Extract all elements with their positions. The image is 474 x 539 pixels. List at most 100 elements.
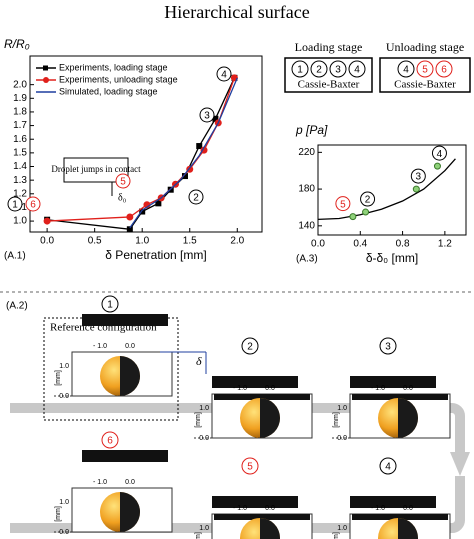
state-circle bbox=[101, 295, 119, 313]
side-tick: 0.0 bbox=[59, 393, 69, 400]
state-circle bbox=[360, 191, 376, 207]
marker bbox=[200, 146, 208, 154]
state-label: 4 bbox=[221, 70, 227, 81]
y-tick-label: 1.0 bbox=[13, 216, 27, 227]
x-axis-label: δ-δ₀ [mm] bbox=[366, 251, 418, 265]
state-circle bbox=[431, 145, 447, 161]
side-tick: 1.0 bbox=[59, 499, 69, 506]
side-tick: 1.0 bbox=[199, 525, 209, 532]
top-tick: 0.0 bbox=[265, 385, 275, 392]
top-tick: 0.0 bbox=[403, 385, 413, 392]
x-tick-label: 1.5 bbox=[183, 236, 197, 247]
state-circle bbox=[241, 337, 259, 355]
panel-label: (A.2) bbox=[6, 301, 28, 312]
y-tick-label: 1.4 bbox=[13, 161, 27, 172]
state-label: 3 bbox=[416, 172, 422, 183]
x-axis-label: δ Penetration [mm] bbox=[105, 248, 206, 262]
marker bbox=[139, 208, 146, 215]
side-tick: 0.0 bbox=[337, 435, 347, 442]
x-tick-label: 0.8 bbox=[396, 239, 410, 250]
top-tick: 0.0 bbox=[125, 479, 135, 486]
legend-title: Loading stage bbox=[295, 40, 363, 54]
droplet-shadow bbox=[398, 518, 418, 539]
unit-label: [mm] bbox=[55, 506, 62, 522]
marker bbox=[126, 213, 134, 221]
state-circle bbox=[25, 196, 41, 212]
state-circle bbox=[410, 168, 426, 184]
y-tick-label: 1.9 bbox=[13, 93, 27, 104]
state-label: 1 bbox=[107, 300, 113, 311]
plate bbox=[350, 496, 436, 508]
state-label: 4 bbox=[403, 65, 409, 76]
plate bbox=[350, 376, 436, 388]
state-circle bbox=[397, 60, 415, 78]
state-circle bbox=[310, 60, 328, 78]
marker bbox=[196, 143, 203, 150]
state-circle bbox=[241, 457, 259, 475]
regime-label: Cassie-Baxter bbox=[394, 79, 456, 91]
top-tick: - 1.0 bbox=[233, 385, 247, 392]
content: 0.00.51.01.52.01.01.11.21.31.41.51.61.71… bbox=[4, 37, 471, 539]
top-tick: - 1.0 bbox=[371, 505, 385, 512]
state-circle bbox=[335, 196, 351, 212]
state-label: 1 bbox=[12, 200, 18, 211]
side-tick: 1.0 bbox=[337, 405, 347, 412]
legend-box bbox=[284, 57, 373, 93]
droplet-shadow bbox=[398, 398, 418, 438]
state-label: 2 bbox=[193, 193, 199, 204]
plate bbox=[82, 314, 168, 326]
state-label: 4 bbox=[354, 65, 360, 76]
x-tick-label: 0.0 bbox=[311, 239, 325, 250]
x-tick-label: 2.0 bbox=[230, 236, 244, 247]
marker bbox=[155, 200, 162, 207]
plate-contact bbox=[352, 514, 448, 520]
state-label: 3 bbox=[204, 111, 210, 122]
side-tick: 1.0 bbox=[59, 363, 69, 370]
y-tick-label: 140 bbox=[298, 220, 315, 231]
top-tick: - 1.0 bbox=[233, 505, 247, 512]
series-line bbox=[317, 158, 456, 221]
state-label: 6 bbox=[107, 436, 113, 447]
state-circle bbox=[188, 189, 204, 205]
arrow-head bbox=[450, 452, 470, 476]
legend-label: Simulated, loading stage bbox=[59, 86, 158, 96]
state-label: 6 bbox=[441, 65, 447, 76]
marker bbox=[412, 185, 420, 193]
droplet-shadow bbox=[260, 518, 280, 539]
panel-label: (A.1) bbox=[4, 251, 26, 262]
droplet-shadow bbox=[120, 492, 140, 532]
plot-frame bbox=[317, 144, 467, 236]
state-circle bbox=[7, 196, 23, 212]
top-tick: - 1.0 bbox=[93, 343, 107, 350]
plate-contact bbox=[214, 394, 310, 400]
x-tick-label: 1.0 bbox=[135, 236, 149, 247]
marker bbox=[181, 173, 188, 180]
reference-box bbox=[43, 317, 179, 421]
y-tick-label: 1.7 bbox=[13, 120, 27, 131]
plate-contact bbox=[214, 514, 310, 520]
legend-label: Experiments, loading stage bbox=[59, 62, 168, 72]
y-tick-label: 1.5 bbox=[13, 148, 27, 159]
top-tick: - 1.0 bbox=[371, 385, 385, 392]
state-circle bbox=[101, 431, 119, 449]
state-label: 2 bbox=[365, 195, 371, 206]
x-tick-label: 0.4 bbox=[353, 239, 367, 250]
y-tick-label: 180 bbox=[298, 184, 315, 195]
plate bbox=[82, 450, 168, 462]
y-tick-label: 1.3 bbox=[13, 175, 27, 186]
plot-frame bbox=[29, 55, 263, 233]
state-label: 5 bbox=[340, 199, 346, 210]
state-label: 4 bbox=[385, 462, 391, 473]
series-line bbox=[47, 77, 236, 230]
droplet-shadow bbox=[260, 398, 280, 438]
state-label: 5 bbox=[120, 177, 126, 188]
unit-label: [mm] bbox=[333, 412, 340, 428]
legend-label: Experiments, unloading stage bbox=[59, 74, 178, 84]
unit-label: [mm] bbox=[333, 532, 340, 539]
state-circle bbox=[416, 60, 434, 78]
state-label: 3 bbox=[385, 342, 391, 353]
y-tick-label: 1.8 bbox=[13, 107, 27, 118]
plate-contact bbox=[352, 394, 448, 400]
regime-label: Cassie-Baxter bbox=[298, 79, 360, 91]
plate bbox=[212, 496, 298, 508]
